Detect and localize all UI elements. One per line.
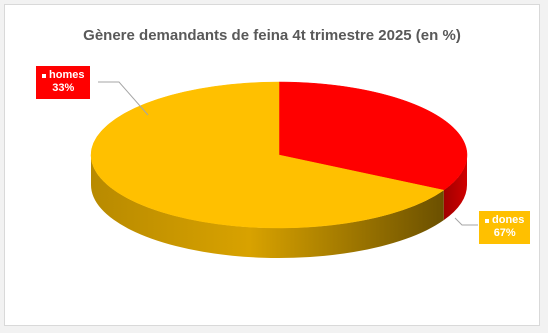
slice-value-homes: 33% [52, 82, 75, 94]
pie-slice-dones [90, 81, 445, 229]
leader-line-dones [454, 217, 478, 226]
pie-side-dones [91, 155, 444, 258]
leader-line-homes [98, 81, 149, 116]
slice-label-dones: dones [492, 214, 525, 226]
data-label-homes: homes 33% [36, 66, 91, 99]
pie-slice-homes [278, 81, 468, 191]
pie-side-homes [443, 155, 467, 221]
legend-key-dones [485, 218, 489, 223]
slice-label-homes: homes [49, 69, 85, 81]
slice-value-dones: 67% [493, 227, 516, 239]
chart-title: Gènere demandants de feina 4t trimestre … [83, 27, 461, 44]
legend-key-homes [42, 73, 46, 78]
data-label-dones: dones 67% [479, 211, 531, 244]
